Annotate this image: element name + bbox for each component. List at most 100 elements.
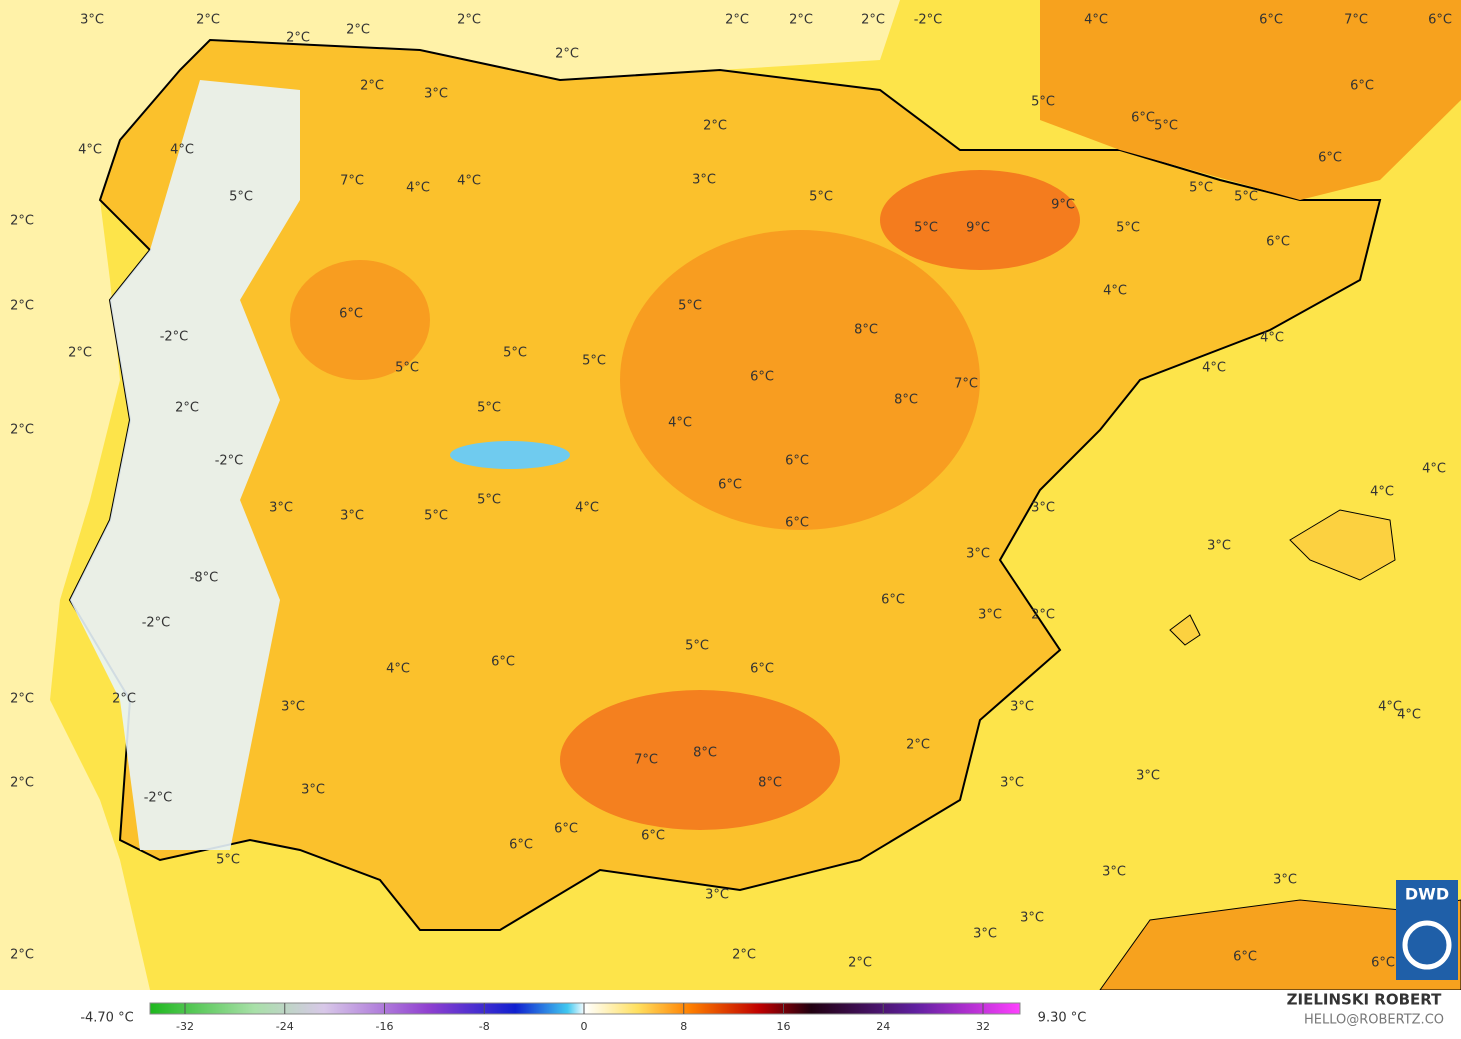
temp-label: 2°C (1031, 608, 1055, 623)
temp-label: 6°C (641, 829, 665, 844)
colorbar-tick-label: 16 (777, 1020, 791, 1033)
temp-label: 4°C (1084, 13, 1108, 28)
temp-label: 3°C (1102, 865, 1126, 880)
temp-label: 5°C (477, 493, 501, 508)
temp-label: 8°C (894, 393, 918, 408)
warm-zone (880, 170, 1080, 270)
temp-label: 2°C (360, 79, 384, 94)
temp-label: 6°C (1428, 13, 1452, 28)
ibiza (1169, 614, 1201, 646)
temp-label: 3°C (692, 173, 716, 188)
logo-swirl (1402, 920, 1452, 970)
temp-label: 3°C (269, 501, 293, 516)
colorbar-tick-label: -24 (276, 1020, 294, 1033)
temp-label: 2°C (10, 692, 34, 707)
colorbar-tick-label: -16 (376, 1020, 394, 1033)
temp-label: 6°C (881, 593, 905, 608)
temp-label: 6°C (1350, 79, 1374, 94)
colorbar-tick-label: 24 (876, 1020, 890, 1033)
temp-label: 3°C (80, 13, 104, 28)
temp-label: 6°C (785, 516, 809, 531)
temp-label: 6°C (750, 370, 774, 385)
temp-label: 6°C (339, 307, 363, 322)
contact: HELLO@ROBERTZ.CO (1304, 1013, 1444, 1028)
temp-label: 5°C (503, 346, 527, 361)
temp-label: 2°C (196, 13, 220, 28)
temp-label: 2°C (10, 423, 34, 438)
temp-label: 7°C (340, 174, 364, 189)
logo-text: DWD (1405, 885, 1449, 904)
temp-label: 9°C (1051, 198, 1075, 213)
temp-label: 2°C (10, 776, 34, 791)
temp-label: 3°C (973, 927, 997, 942)
warm-zone (620, 230, 980, 530)
temp-label: 2°C (725, 13, 749, 28)
temp-label: 6°C (509, 838, 533, 853)
temp-label: 6°C (1233, 950, 1257, 965)
temp-label: 3°C (1010, 700, 1034, 715)
temp-label: 6°C (785, 454, 809, 469)
temp-label: 6°C (1259, 13, 1283, 28)
temp-label: 4°C (1422, 462, 1446, 477)
colorbar-tick-label: 8 (680, 1020, 687, 1033)
temp-label: 4°C (170, 143, 194, 158)
temp-label: 3°C (966, 547, 990, 562)
temp-label: 5°C (424, 509, 448, 524)
temp-label: 5°C (914, 221, 938, 236)
temp-label: 4°C (668, 416, 692, 431)
temp-label: 5°C (1031, 95, 1055, 110)
temp-label: 5°C (216, 853, 240, 868)
temp-label: 4°C (1202, 361, 1226, 376)
warm-zone (560, 690, 840, 830)
temp-label: 2°C (346, 23, 370, 38)
atlantic (0, 0, 900, 990)
temp-label: 3°C (1273, 873, 1297, 888)
temp-label: 2°C (848, 956, 872, 971)
temp-label: 6°C (1131, 111, 1155, 126)
temp-label: 3°C (1031, 501, 1055, 516)
temp-label: 4°C (1260, 331, 1284, 346)
temp-label: 7°C (634, 753, 658, 768)
temp-label: 6°C (1318, 151, 1342, 166)
temp-label: 9°C (966, 221, 990, 236)
colorbar-tick-label: -32 (176, 1020, 194, 1033)
temp-label: -2°C (144, 791, 173, 806)
warm-zone (290, 260, 430, 380)
temp-label: 2°C (10, 214, 34, 229)
temp-label: 3°C (1000, 776, 1024, 791)
temp-label: 3°C (424, 87, 448, 102)
temp-label: 5°C (1234, 190, 1258, 205)
temp-label: 4°C (78, 143, 102, 158)
temp-label: 4°C (1103, 284, 1127, 299)
temp-label: -2°C (142, 616, 171, 631)
colorbar-tick-label: 32 (976, 1020, 990, 1033)
temp-label: 4°C (386, 662, 410, 677)
portugal-cold (70, 80, 300, 850)
temp-label: -2°C (215, 454, 244, 469)
temp-label: 5°C (582, 354, 606, 369)
temp-label: 4°C (1397, 708, 1421, 723)
france (1040, 0, 1461, 200)
temp-label: 5°C (1154, 119, 1178, 134)
temp-label: 6°C (750, 662, 774, 677)
temp-label: 6°C (1266, 235, 1290, 250)
temp-label: 2°C (175, 401, 199, 416)
temp-label: -2°C (160, 330, 189, 345)
temp-label: 8°C (693, 746, 717, 761)
colorbar-tick-label: 0 (581, 1020, 588, 1033)
temp-label: 3°C (1207, 539, 1231, 554)
logo (1396, 880, 1458, 980)
temp-label: 2°C (457, 13, 481, 28)
temp-label: 2°C (68, 346, 92, 361)
temp-label: 5°C (395, 361, 419, 376)
temp-label: 8°C (758, 776, 782, 791)
colorbar-max: 9.30 °C (1038, 1011, 1087, 1026)
temp-label: 5°C (678, 299, 702, 314)
temp-label: 5°C (1116, 221, 1140, 236)
temp-label: 3°C (1136, 769, 1160, 784)
temp-label: -2°C (914, 13, 943, 28)
temp-label: 4°C (575, 501, 599, 516)
temp-label: 7°C (954, 377, 978, 392)
